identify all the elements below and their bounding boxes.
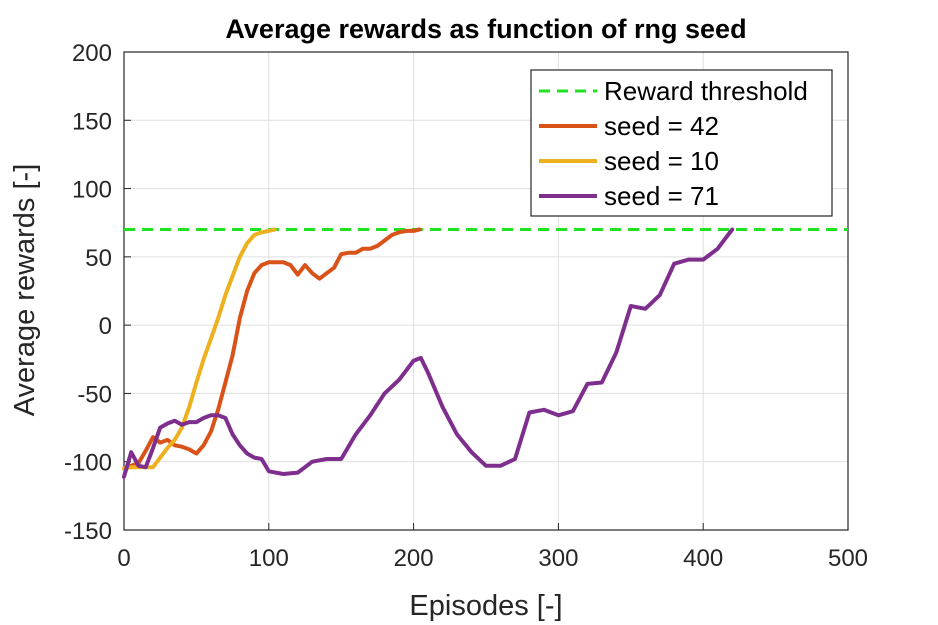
axes-frame: [123, 51, 849, 531]
x-axis-label: Episodes [-]: [409, 590, 562, 622]
series-line: [122, 227, 277, 471]
x-tick-label: 0: [117, 545, 130, 572]
x-tick-label: 200: [394, 545, 434, 572]
x-tick-label: 500: [828, 545, 868, 572]
series-line: [122, 227, 422, 471]
y-tick-label: -150: [64, 518, 112, 545]
plot-area: [122, 227, 848, 479]
y-axis-label: Average rewards [-]: [9, 164, 41, 417]
x-tick-label: 400: [683, 545, 723, 572]
legend-label: seed = 10: [604, 146, 719, 176]
y-tick-label: -50: [77, 381, 112, 408]
legend-label: seed = 42: [604, 111, 719, 141]
x-tick-labels: 0 100 200 300 400 500: [117, 545, 868, 572]
y-tick-label: 150: [72, 108, 112, 135]
y-tick-labels: -150 -100 -50 0 50 100 150 200: [64, 40, 112, 545]
legend: Reward threshold seed = 42 seed = 10 seed =…: [530, 69, 833, 217]
y-tick-label: 200: [72, 40, 112, 67]
y-tick-label: 50: [85, 245, 112, 272]
y-tick-label: -100: [64, 450, 112, 477]
chart-title: Average rewards as function of rng seed: [225, 14, 746, 44]
y-tick-label: 0: [99, 313, 112, 340]
legend-box: [530, 69, 833, 217]
legend-label: seed = 71: [604, 181, 719, 211]
y-tick-label: 100: [72, 177, 112, 204]
legend-label: Reward threshold: [604, 76, 808, 106]
series-line: [122, 227, 735, 479]
x-tick-label: 300: [538, 545, 578, 572]
x-tick-label: 100: [249, 545, 289, 572]
